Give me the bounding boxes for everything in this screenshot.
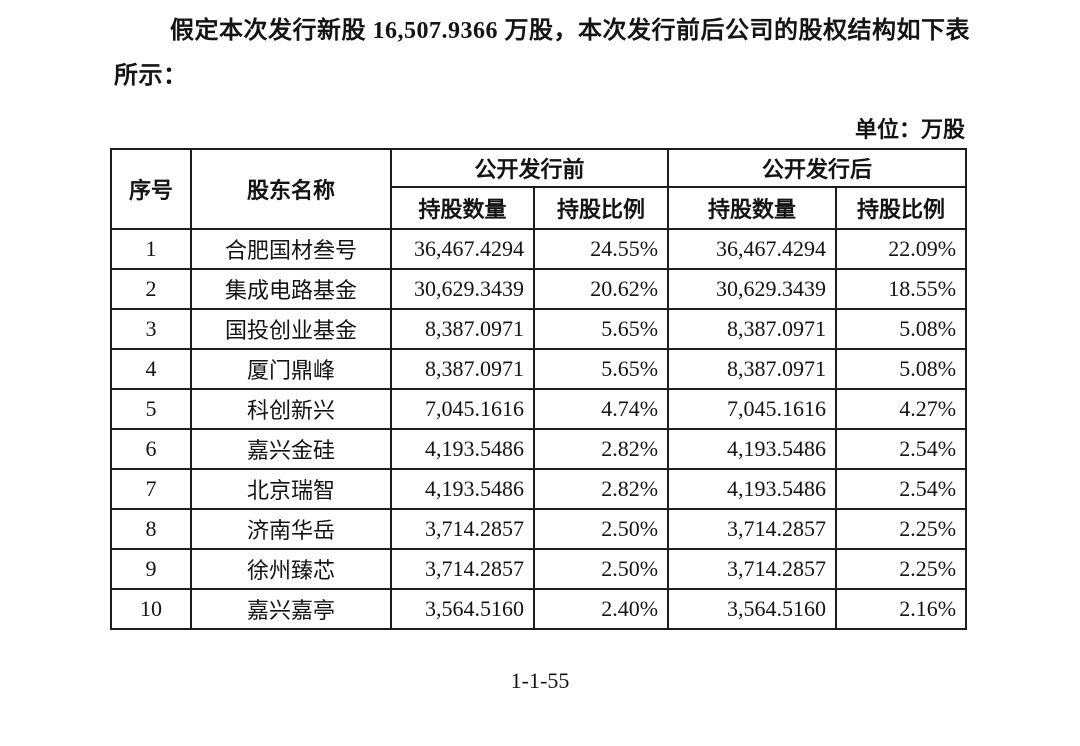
cell-post-ratio: 2.54%: [835, 468, 968, 510]
header-post-ratio: 持股比例: [835, 186, 968, 230]
cell-pre-ratio: 2.50%: [532, 508, 670, 550]
cell-pre-ratio: 2.82%: [532, 468, 670, 510]
table-row: 3 国投创业基金 8,387.0971 5.65% 8,387.0971 5.08%: [110, 308, 968, 350]
cell-post-shares: 36,467.4294: [667, 228, 838, 270]
cell-shareholder-name: 徐州臻芯: [190, 548, 392, 590]
table-header-row-1: 序号 股东名称 公开发行前 公开发行后: [110, 148, 968, 230]
header-seq: 序号: [110, 148, 192, 230]
header-pre-shares: 持股数量: [390, 186, 535, 230]
cell-seq: 6: [110, 428, 192, 470]
cell-seq: 8: [110, 508, 192, 550]
cell-pre-shares: 3,714.2857: [390, 548, 535, 590]
cell-post-ratio: 22.09%: [835, 228, 968, 270]
intro-paragraph-line1: 假定本次发行新股 16,507.9366 万股，本次发行前后公司的股权结构如下表: [170, 18, 970, 44]
cell-post-shares: 8,387.0971: [667, 308, 838, 350]
cell-post-shares: 3,714.2857: [667, 548, 838, 590]
cell-pre-ratio: 4.74%: [532, 388, 670, 430]
table-row: 10 嘉兴嘉亭 3,564.5160 2.40% 3,564.5160 2.16%: [110, 588, 968, 630]
table-row: 9 徐州臻芯 3,714.2857 2.50% 3,714.2857 2.25%: [110, 548, 968, 590]
cell-pre-ratio: 5.65%: [532, 308, 670, 350]
cell-seq: 2: [110, 268, 192, 310]
cell-post-shares: 7,045.1616: [667, 388, 838, 430]
cell-post-ratio: 2.25%: [835, 508, 968, 550]
cell-pre-shares: 8,387.0971: [390, 308, 535, 350]
table-row: 7 北京瑞智 4,193.5486 2.82% 4,193.5486 2.54%: [110, 468, 968, 510]
cell-shareholder-name: 科创新兴: [190, 388, 392, 430]
cell-seq: 4: [110, 348, 192, 390]
cell-pre-ratio: 20.62%: [532, 268, 670, 310]
cell-pre-shares: 36,467.4294: [390, 228, 535, 270]
cell-pre-ratio: 24.55%: [532, 228, 670, 270]
table-row: 1 合肥国材叁号 36,467.4294 24.55% 36,467.4294 22.09…: [110, 228, 968, 270]
cell-post-shares: 4,193.5486: [667, 428, 838, 470]
cell-pre-shares: 3,564.5160: [390, 588, 535, 630]
shareholding-structure-table: 序号 股东名称 公开发行前 公开发行后 持股数量 持股比例 持股数量 持股比例 …: [110, 148, 968, 630]
cell-seq: 5: [110, 388, 192, 430]
table-row: 4 厦门鼎峰 8,387.0971 5.65% 8,387.0971 5.08%: [110, 348, 968, 390]
table-header-row-2: 持股数量 持股比例 持股数量 持股比例: [111, 186, 968, 230]
unit-label: 单位：万股: [854, 117, 965, 142]
cell-post-ratio: 2.16%: [835, 588, 968, 630]
cell-shareholder-name: 嘉兴金硅: [190, 428, 392, 470]
header-pre-offering: 公开发行前: [389, 148, 670, 188]
cell-shareholder-name: 嘉兴嘉亭: [190, 588, 392, 630]
cell-shareholder-name: 集成电路基金: [190, 268, 392, 310]
shareholding-table-body: 1 合肥国材叁号 36,467.4294 24.55% 36,467.4294 22.09…: [110, 228, 968, 630]
cell-pre-shares: 3,714.2857: [390, 508, 535, 550]
header-post-shares: 持股数量: [667, 186, 838, 230]
cell-seq: 1: [110, 228, 192, 270]
cell-pre-shares: 8,387.0971: [390, 348, 535, 390]
table-row: 6 嘉兴金硅 4,193.5486 2.82% 4,193.5486 2.54%: [110, 428, 968, 470]
cell-pre-ratio: 2.50%: [532, 548, 670, 590]
cell-post-shares: 30,629.3439: [667, 268, 838, 310]
cell-pre-ratio: 5.65%: [532, 348, 670, 390]
table-row: 8 济南华岳 3,714.2857 2.50% 3,714.2857 2.25%: [110, 508, 968, 550]
cell-seq: 7: [110, 468, 192, 510]
cell-post-ratio: 5.08%: [835, 308, 968, 350]
cell-shareholder-name: 济南华岳: [190, 508, 392, 550]
cell-pre-shares: 4,193.5486: [390, 428, 535, 470]
intro-paragraph-line2: 所示：: [114, 63, 188, 89]
header-shareholder-name: 股东名称: [190, 148, 392, 230]
cell-seq: 10: [110, 588, 192, 630]
cell-pre-ratio: 2.82%: [532, 428, 670, 470]
cell-post-ratio: 18.55%: [835, 268, 968, 310]
header-pre-ratio: 持股比例: [532, 186, 670, 230]
table-row: 5 科创新兴 7,045.1616 4.74% 7,045.1616 4.27%: [110, 388, 968, 430]
page-number: 1-1-55: [510, 668, 570, 693]
cell-pre-shares: 4,193.5486: [390, 468, 535, 510]
cell-post-shares: 3,564.5160: [667, 588, 838, 630]
cell-seq: 3: [110, 308, 192, 350]
table-row: 2 集成电路基金 30,629.3439 20.62% 30,629.3439 18.55…: [110, 268, 968, 310]
cell-shareholder-name: 厦门鼎峰: [190, 348, 392, 390]
cell-post-ratio: 4.27%: [835, 388, 968, 430]
cell-shareholder-name: 国投创业基金: [190, 308, 392, 350]
cell-seq: 9: [110, 548, 192, 590]
cell-pre-shares: 30,629.3439: [390, 268, 535, 310]
cell-shareholder-name: 合肥国材叁号: [190, 228, 392, 270]
cell-shareholder-name: 北京瑞智: [190, 468, 392, 510]
cell-post-shares: 4,193.5486: [667, 468, 838, 510]
cell-post-ratio: 5.08%: [835, 348, 968, 390]
cell-post-shares: 8,387.0971: [667, 348, 838, 390]
cell-post-ratio: 2.25%: [835, 548, 968, 590]
header-post-offering: 公开发行后: [667, 148, 968, 188]
cell-pre-ratio: 2.40%: [532, 588, 670, 630]
cell-pre-shares: 7,045.1616: [390, 388, 535, 430]
cell-post-shares: 3,714.2857: [667, 508, 838, 550]
cell-post-ratio: 2.54%: [835, 428, 968, 470]
